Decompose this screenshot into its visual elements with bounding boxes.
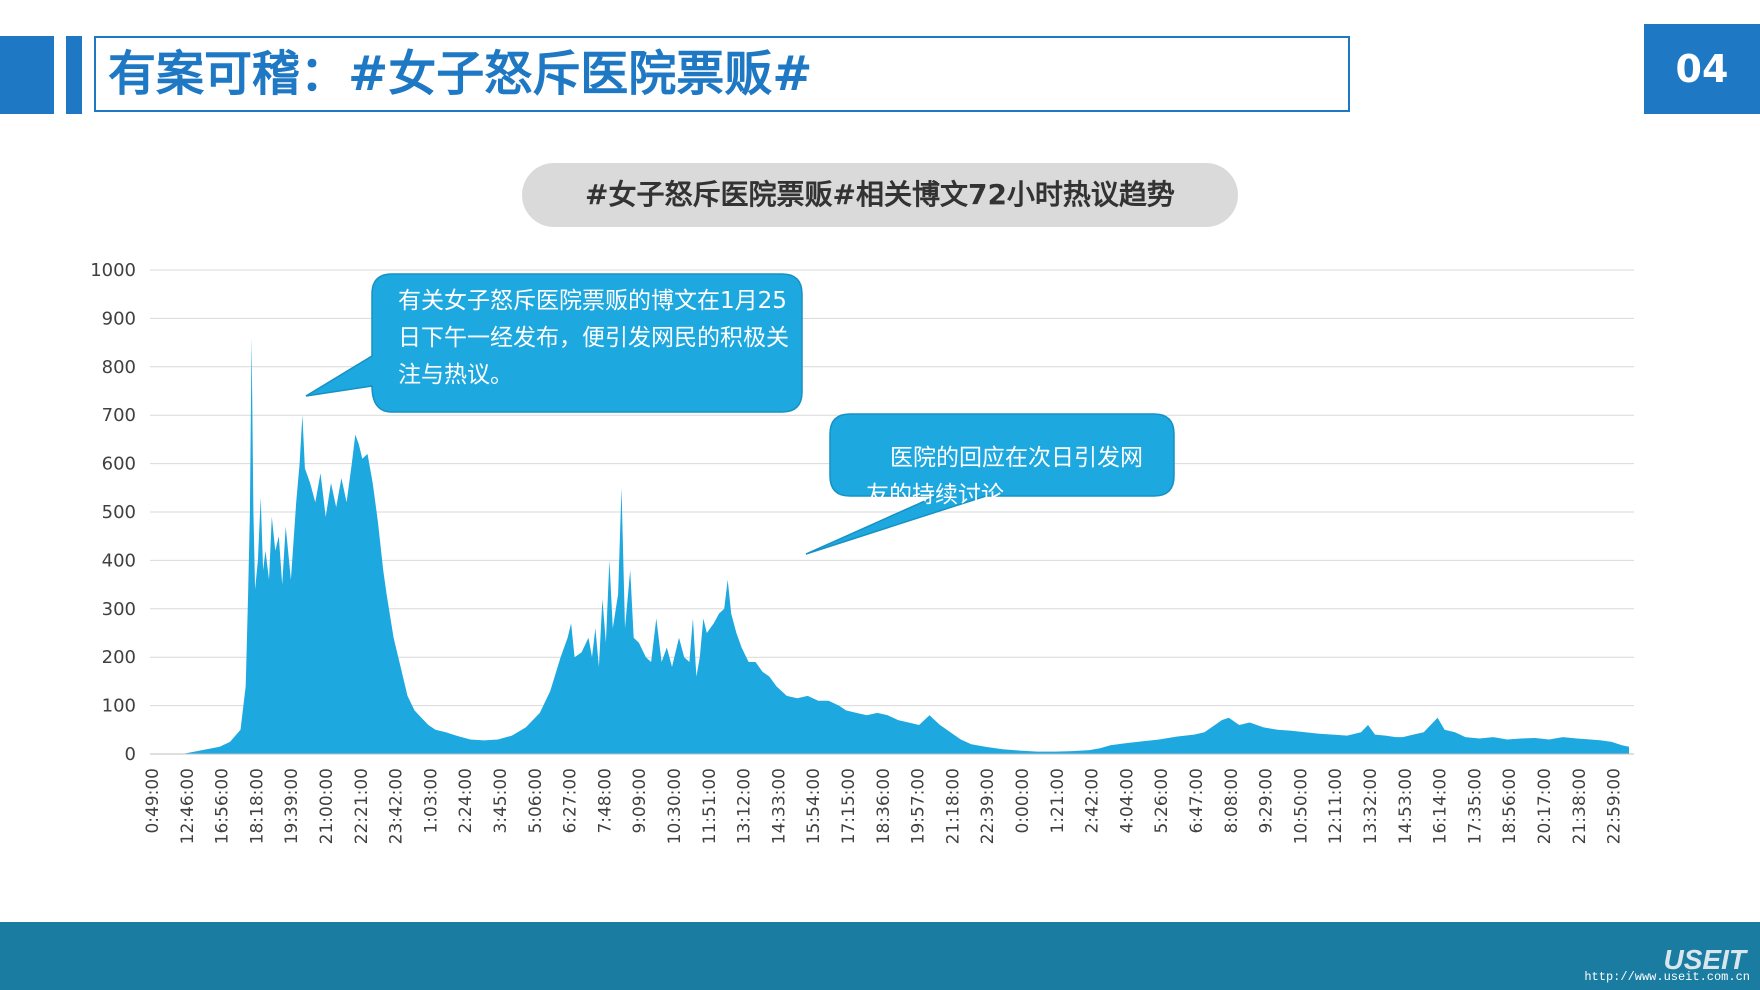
callout-bubble-second [805, 413, 1175, 555]
header-accent-bar [0, 36, 54, 114]
x-tick-label: 5:06:00 [526, 768, 546, 834]
x-tick-label: 10:50:00 [1291, 768, 1311, 844]
footer-bar [0, 922, 1760, 990]
x-tick-label: 12:11:00 [1326, 768, 1346, 844]
y-tick-label: 300 [102, 599, 136, 620]
y-tick-label: 400 [102, 550, 136, 571]
x-tick-label: 5:26:00 [1152, 768, 1172, 834]
callout-second-text: 医院的回应在次日引发网友的持续讨论。 [866, 445, 1143, 508]
trend-chart: 0 100 200 300 400 500 600 700 800 900 1000 0:49:00… [90, 260, 1634, 844]
x-tick-label: 7:48:00 [595, 768, 615, 834]
x-tick-label: 9:29:00 [1257, 768, 1277, 834]
page-title: 有案可稽：#女子怒斥医院票贩# [108, 46, 813, 102]
y-tick-label: 600 [102, 454, 136, 475]
x-tick-label: 6:47:00 [1187, 768, 1207, 834]
callouts [305, 273, 1175, 555]
x-tick-label: 6:27:00 [561, 768, 581, 834]
x-tick-label: 13:12:00 [735, 768, 755, 844]
x-tick-label: 1:03:00 [421, 768, 441, 834]
x-tick-label: 21:18:00 [943, 768, 963, 844]
x-tick-label: 14:53:00 [1396, 768, 1416, 844]
y-tick-label: 700 [102, 405, 136, 426]
x-tick-label: 15:54:00 [804, 768, 824, 844]
x-tick-label: 22:21:00 [352, 768, 372, 844]
x-tick-label: 14:33:00 [769, 768, 789, 844]
x-tick-label: 11:51:00 [700, 768, 720, 844]
x-tick-label: 0:00:00 [1013, 768, 1033, 834]
x-tick-label: 22:39:00 [978, 768, 998, 844]
x-tick-label: 2:24:00 [456, 768, 476, 834]
x-tick-label: 17:35:00 [1465, 768, 1485, 844]
y-tick-label: 800 [102, 357, 136, 378]
page-number: 04 [1644, 24, 1760, 114]
y-axis: 0 100 200 300 400 500 600 700 800 900 1000 [90, 260, 136, 765]
brand-url: http://www.useit.com.cn [1584, 970, 1750, 984]
x-axis: 0:49:00 12:46:00 16:56:00 18:18:00 19:39:00 2… [143, 753, 1634, 844]
x-tick-label: 0:49:00 [143, 768, 163, 834]
x-tick-label: 13:32:00 [1361, 768, 1381, 844]
x-tick-label: 18:18:00 [247, 768, 267, 844]
x-tick-label: 4:04:00 [1117, 768, 1137, 834]
x-tick-label: 3:45:00 [491, 768, 511, 834]
x-tick-label: 9:09:00 [630, 768, 650, 834]
x-tick-label: 18:56:00 [1500, 768, 1520, 844]
callout-first-text: 有关女子怒斥医院票贩的博文在1月25日下午一经发布，便引发网民的积极关注与热议。 [398, 288, 789, 388]
x-tick-label: 16:56:00 [213, 768, 233, 844]
chart-title: #女子怒斥医院票贩#相关博文72小时热议趋势 [522, 163, 1238, 227]
x-tick-label: 18:36:00 [874, 768, 894, 844]
heat-area-series [150, 337, 1629, 754]
y-tick-label: 1000 [90, 260, 136, 281]
title-box: 有案可稽：#女子怒斥医院票贩# [94, 36, 1350, 112]
x-tick-label: 8:08:00 [1222, 768, 1242, 834]
callout-bubble-first [305, 273, 803, 413]
y-tick-label: 100 [102, 696, 136, 717]
x-tick-label: 2:42:00 [1083, 768, 1103, 834]
x-tick-label: 21:38:00 [1570, 768, 1590, 844]
y-tick-label: 0 [125, 744, 136, 765]
y-tick-label: 200 [102, 647, 136, 668]
x-tick-label: 22:59:00 [1605, 768, 1625, 844]
header-accent-bar-thin [66, 36, 82, 114]
x-tick-label: 19:57:00 [909, 768, 929, 844]
x-tick-label: 10:30:00 [665, 768, 685, 844]
x-tick-label: 12:46:00 [178, 768, 198, 844]
x-tick-label: 19:39:00 [282, 768, 302, 844]
x-tick-label: 16:14:00 [1431, 768, 1451, 844]
x-tick-label: 23:42:00 [387, 768, 407, 844]
y-tick-label: 900 [102, 308, 136, 329]
x-tick-label: 17:15:00 [839, 768, 859, 844]
y-tick-label: 500 [102, 502, 136, 523]
x-tick-label: 21:00:00 [317, 768, 337, 844]
brand-logo: USEIT [1663, 944, 1746, 975]
x-tick-label: 20:17:00 [1535, 768, 1555, 844]
x-tick-label: 1:21:00 [1048, 768, 1068, 834]
